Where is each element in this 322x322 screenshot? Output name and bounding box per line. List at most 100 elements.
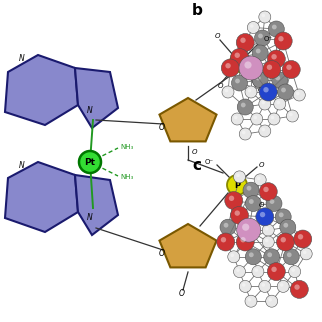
Circle shape (244, 62, 251, 69)
Circle shape (247, 186, 251, 191)
Text: O: O (232, 200, 238, 206)
Circle shape (263, 87, 269, 92)
Circle shape (225, 192, 243, 210)
Circle shape (296, 92, 299, 95)
Circle shape (268, 113, 280, 125)
Circle shape (280, 219, 296, 235)
Circle shape (234, 52, 240, 58)
Circle shape (256, 49, 260, 53)
Circle shape (252, 72, 268, 88)
Circle shape (300, 248, 312, 260)
Circle shape (277, 101, 280, 104)
Circle shape (283, 249, 299, 265)
Circle shape (221, 237, 226, 242)
Circle shape (231, 253, 234, 257)
Circle shape (242, 283, 246, 287)
Text: O: O (192, 149, 197, 155)
Circle shape (286, 64, 292, 70)
Circle shape (220, 219, 236, 235)
Text: O⁻: O⁻ (205, 159, 214, 165)
Circle shape (280, 237, 286, 242)
Circle shape (283, 223, 288, 228)
Text: O: O (217, 83, 223, 89)
Circle shape (234, 210, 240, 216)
Circle shape (233, 266, 245, 278)
Circle shape (271, 54, 277, 60)
Circle shape (252, 45, 268, 61)
Circle shape (239, 128, 251, 140)
Circle shape (263, 61, 281, 79)
Circle shape (252, 266, 264, 278)
Circle shape (267, 252, 272, 257)
Circle shape (243, 182, 259, 198)
Circle shape (257, 176, 260, 180)
Circle shape (248, 89, 251, 92)
Text: N: N (19, 53, 25, 62)
Circle shape (236, 33, 254, 52)
Circle shape (279, 213, 284, 217)
Circle shape (294, 284, 300, 290)
Text: P: P (237, 58, 243, 67)
Text: c: c (193, 157, 202, 173)
Circle shape (259, 125, 271, 137)
Circle shape (282, 61, 300, 79)
Circle shape (266, 195, 282, 212)
Polygon shape (159, 224, 216, 267)
Circle shape (230, 52, 250, 72)
Circle shape (260, 212, 265, 217)
Circle shape (251, 113, 263, 125)
Circle shape (225, 63, 231, 69)
Circle shape (269, 298, 272, 301)
Circle shape (245, 195, 261, 212)
Circle shape (258, 33, 263, 38)
Circle shape (271, 116, 274, 119)
Polygon shape (75, 175, 118, 235)
Circle shape (240, 38, 246, 43)
Circle shape (235, 79, 240, 83)
Circle shape (289, 113, 293, 116)
Circle shape (228, 251, 240, 263)
Circle shape (237, 99, 253, 115)
Circle shape (294, 230, 312, 248)
Circle shape (236, 174, 240, 177)
Circle shape (262, 224, 274, 236)
Circle shape (241, 103, 246, 108)
Text: b: b (192, 3, 203, 17)
Circle shape (293, 89, 305, 101)
Circle shape (242, 131, 246, 134)
Circle shape (255, 268, 258, 272)
Circle shape (249, 252, 254, 257)
Circle shape (290, 280, 308, 298)
Text: P: P (234, 181, 240, 190)
Circle shape (270, 199, 274, 204)
Circle shape (265, 227, 269, 231)
Text: O: O (159, 122, 165, 131)
Text: O: O (259, 162, 264, 168)
Circle shape (221, 59, 239, 77)
Polygon shape (75, 68, 118, 128)
Circle shape (267, 50, 285, 68)
Circle shape (261, 283, 265, 287)
Circle shape (280, 283, 283, 287)
Circle shape (271, 267, 277, 272)
Text: O: O (258, 87, 263, 93)
Circle shape (245, 86, 257, 98)
Text: O: O (214, 33, 220, 39)
Circle shape (286, 110, 298, 122)
Circle shape (79, 151, 101, 173)
Circle shape (281, 88, 286, 92)
Circle shape (234, 116, 238, 119)
Circle shape (261, 128, 265, 131)
Polygon shape (5, 55, 78, 125)
Circle shape (259, 11, 271, 23)
Text: O: O (159, 249, 165, 258)
Circle shape (249, 199, 254, 204)
Circle shape (248, 298, 251, 301)
Circle shape (227, 175, 247, 195)
Circle shape (239, 280, 251, 292)
Circle shape (298, 234, 303, 240)
Circle shape (259, 183, 277, 201)
Circle shape (274, 32, 292, 50)
Circle shape (245, 249, 261, 265)
Text: N: N (87, 106, 93, 115)
